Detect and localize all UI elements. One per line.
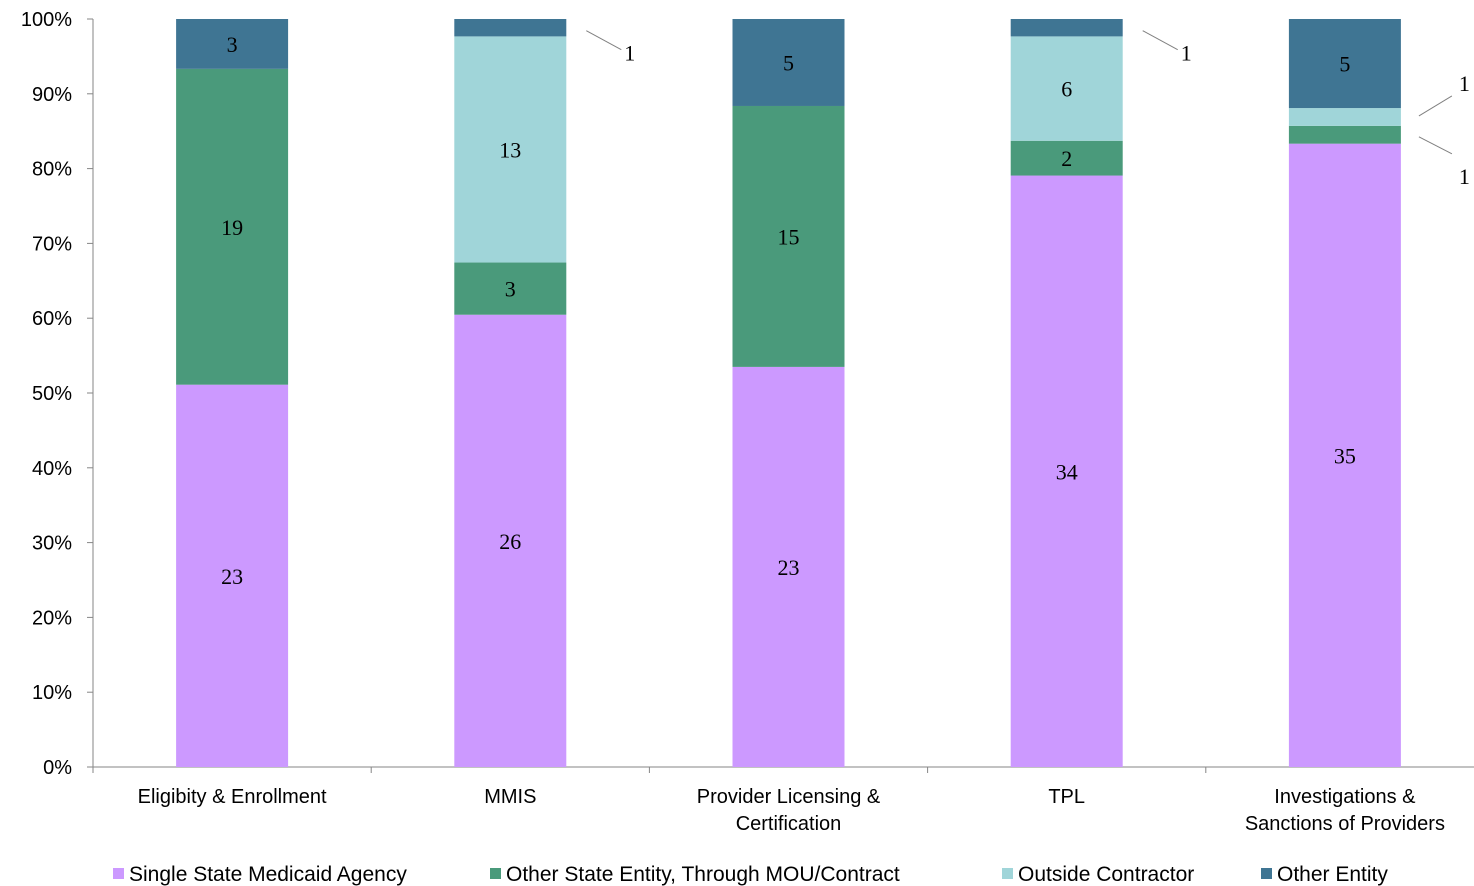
bar-segment: [176, 384, 289, 767]
y-tick-label: 10%: [32, 682, 72, 704]
x-axis: Eligibity & Enrollment MMIS Provider Licen…: [92, 766, 1474, 835]
y-tick-label: 40%: [32, 458, 72, 480]
legend-swatch: [490, 868, 501, 879]
bar-segment: [732, 19, 845, 106]
bar-segment: [732, 366, 845, 767]
y-tick-label: 0%: [43, 757, 72, 779]
legend-swatch: [1261, 868, 1272, 879]
data-label: 35: [1334, 443, 1356, 468]
bar-segment: [1288, 19, 1401, 109]
y-tick-label: 20%: [32, 607, 72, 629]
bar-segment: [176, 68, 289, 385]
bars: [176, 19, 1401, 768]
x-category-label: Investigations &: [1274, 786, 1416, 808]
data-label: 13: [499, 137, 521, 162]
x-category-label: MMIS: [484, 786, 536, 808]
bar-segment: [454, 36, 567, 263]
data-label: 1: [624, 41, 635, 66]
bar-segment: [454, 262, 567, 315]
y-tick-label: 100%: [21, 9, 72, 31]
legend-label: Outside Contractor: [1018, 863, 1194, 886]
bar-segment: [732, 105, 845, 367]
y-tick-label: 80%: [32, 159, 72, 181]
legend-label: Other State Entity, Through MOU/Contract: [506, 863, 900, 886]
bar-segment: [1010, 140, 1123, 176]
bar-segment: [1010, 36, 1123, 141]
data-label: 1: [1181, 41, 1192, 66]
legend-label: Single State Medicaid Agency: [129, 863, 407, 886]
y-tick-label: 90%: [32, 84, 72, 106]
y-tick-label: 70%: [32, 233, 72, 255]
bar-segment: [1010, 175, 1123, 768]
legend-label: Other Entity: [1277, 863, 1388, 886]
y-tick-label: 60%: [32, 308, 72, 330]
data-label: 2: [1061, 146, 1072, 171]
data-label: 3: [505, 277, 516, 302]
x-category-label: Eligibity & Enrollment: [138, 786, 327, 808]
x-category-label: Sanctions of Providers: [1245, 813, 1445, 835]
leader-line: [1142, 30, 1178, 51]
data-label: 1: [1459, 71, 1470, 96]
x-category-label: Provider Licensing &: [697, 786, 881, 808]
data-label: 23: [221, 564, 243, 589]
y-tick-label: 30%: [32, 533, 72, 555]
data-label: 15: [778, 224, 800, 249]
bar-segment: [1288, 143, 1401, 767]
bar-segment: [454, 314, 567, 767]
bar-segment: [1288, 125, 1401, 144]
data-label: 5: [1339, 52, 1350, 77]
x-category-label: TPL: [1048, 786, 1085, 808]
data-label: 6: [1061, 77, 1072, 102]
bar-segment: [176, 19, 289, 69]
bar-segment: [1288, 108, 1401, 126]
data-label: 26: [499, 529, 521, 554]
data-label: 23: [778, 555, 800, 580]
y-tick-label: 50%: [32, 383, 72, 405]
data-label: 1: [1459, 164, 1470, 189]
leader-line: [1418, 95, 1453, 117]
y-axis: 0% 10% 20% 30% 40% 50% 60% 70% 80% 90% 100%: [21, 9, 94, 779]
bar-segment: [454, 19, 567, 37]
data-label: 34: [1056, 459, 1078, 484]
leader-line: [586, 30, 622, 51]
data-label: 5: [783, 50, 794, 75]
legend-swatch: [113, 868, 124, 879]
data-label: 3: [227, 32, 238, 57]
data-label: 19: [221, 215, 243, 240]
legend-swatch: [1002, 868, 1013, 879]
bar-segment: [1010, 19, 1123, 37]
legend: Single State Medicaid Agency Other State …: [113, 863, 1388, 886]
x-category-label: Certification: [736, 813, 842, 835]
leader-line: [1418, 136, 1453, 155]
